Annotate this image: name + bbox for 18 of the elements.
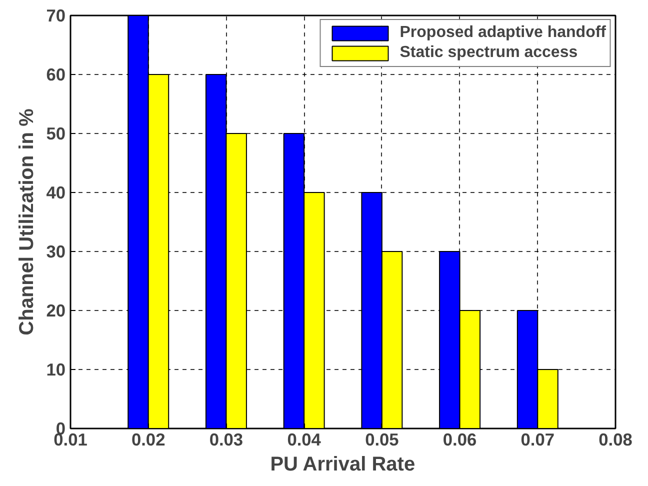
y-tick-label: 50 [46, 124, 66, 144]
y-tick-label: 40 [46, 182, 66, 202]
x-tick-label: 0.04 [287, 430, 322, 450]
y-tick-label: 70 [46, 6, 66, 26]
x-tick-label: 0.07 [520, 430, 555, 450]
x-tick-label: 0.03 [209, 430, 244, 450]
x-tick-label: 0.05 [365, 430, 400, 450]
y-tick-label: 20 [46, 300, 66, 320]
x-tick-label: 0.06 [442, 430, 478, 450]
legend-label: Static spectrum access [400, 44, 578, 62]
y-axis-title: Channel Utilization in % [16, 108, 38, 336]
x-axis-title: PU Arrival Rate [270, 454, 416, 476]
x-tick-label: 0.08 [598, 430, 633, 450]
y-tick-label: 60 [46, 64, 66, 84]
y-tick-label: 10 [46, 360, 66, 380]
legend-label: Proposed adaptive handoff [400, 24, 606, 42]
x-tick-label: 0.02 [131, 430, 166, 450]
y-tick-label: 30 [46, 242, 66, 262]
